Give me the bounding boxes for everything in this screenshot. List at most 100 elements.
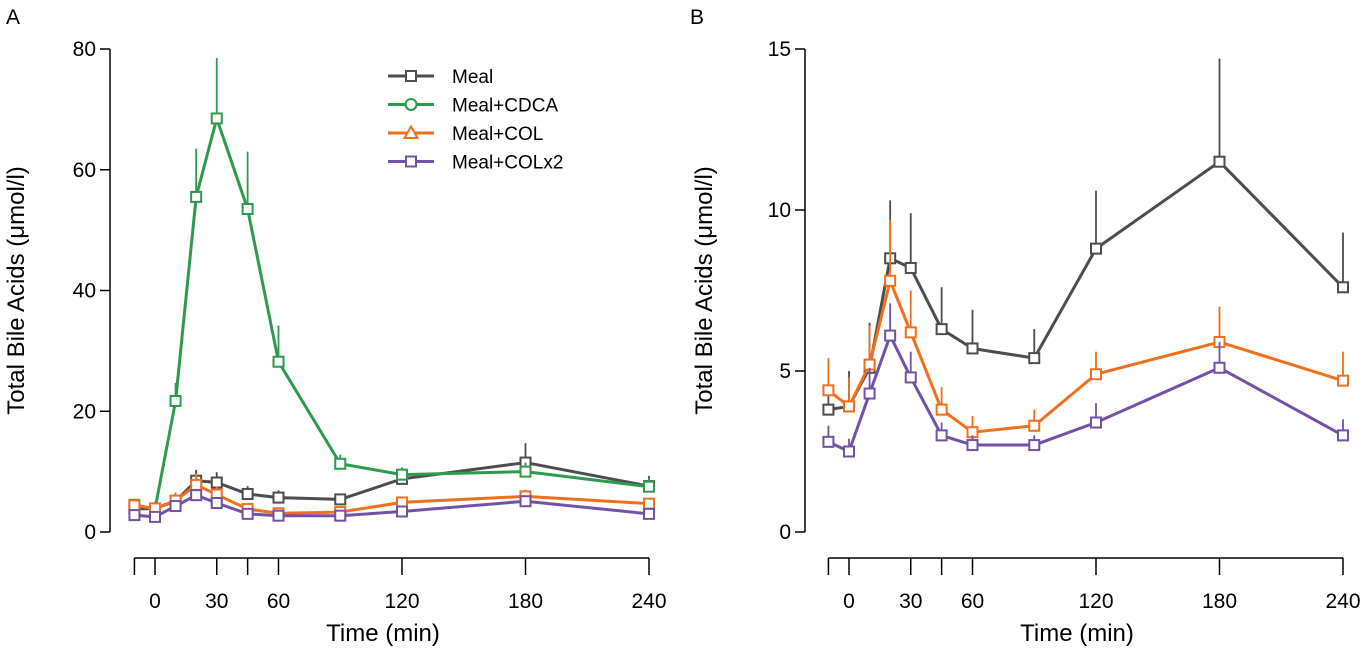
panel-b-y-tick-label: 5	[779, 360, 791, 383]
panel-a-meal-cdca-line	[134, 116, 650, 511]
legend-meal-label: Meal	[452, 67, 493, 88]
legend-meal-colx2-label: Meal+COLx2	[452, 153, 563, 174]
panel-b-meal-point	[935, 323, 948, 336]
panel-a-meal-colx2-point	[334, 509, 347, 522]
panel-a-meal-colx2-point	[396, 505, 408, 518]
panel-a-meal-cdca-point	[396, 468, 408, 481]
panel-b-x-tick-label: 120	[1078, 590, 1113, 613]
panel-b-x-tick-label: 30	[899, 590, 922, 613]
panel-a-y-tick-label: 80	[73, 38, 96, 61]
panel-a-y-tick-label: 20	[73, 400, 96, 423]
panel-a-meal-colx2-point	[519, 495, 532, 508]
panel-a-plot: 0 20 40 60 80 0 30 60 120 180 240 Time (min) Total B…	[3, 38, 667, 647]
panel-b-meal-col-point	[1090, 368, 1102, 381]
panel-a-meal-cdca-point	[210, 112, 223, 125]
panel-b-meal-point	[1028, 352, 1041, 365]
panel-label-a: A	[6, 6, 20, 29]
panel-a-series-meal-cdca	[128, 58, 655, 516]
panel-a-meal-point	[334, 493, 347, 506]
panel-a-meal-colx2-point	[643, 507, 655, 520]
panel-a-x-tick-label: 180	[508, 590, 543, 613]
panel-a-y-tick-label: 40	[73, 280, 96, 303]
panel-a-meal-cdca-point	[334, 457, 347, 470]
panel-b-series-meal-colx2	[822, 303, 1349, 458]
panel-a-meal-cdca-point	[169, 394, 182, 407]
panel-a-meal-cdca-point	[272, 355, 285, 368]
panel-a-meal-cdca-point	[519, 465, 532, 478]
panel-b-meal-col-point	[1337, 374, 1349, 387]
panel-b-series-meal-col	[822, 219, 1349, 439]
panel-a-meal-cdca-point	[190, 190, 203, 203]
panel-b-meal-colx2-point	[863, 387, 876, 400]
panel-a-y-tick-label: 0	[84, 521, 96, 544]
panel-b-y-axis-title: Total Bile Acids (μmol/l)	[691, 166, 718, 415]
panel-b-x-tick-label: 180	[1202, 590, 1237, 613]
legend-meal-cdca-marker	[404, 98, 418, 111]
panel-b-meal-col-point	[822, 384, 835, 397]
panel-b-meal-col-point	[884, 274, 897, 287]
panel-a-meal-colx2-point	[169, 500, 182, 513]
panel-a-x-tick-label: 30	[205, 590, 228, 613]
panel-b-meal-colx2-point	[1213, 361, 1226, 374]
panel-b-meal-point	[1213, 155, 1226, 168]
legend-meal-col-label: Meal+COL	[452, 124, 543, 145]
panel-b-meal-col-point	[904, 326, 917, 339]
panel-a-meal-col-point	[643, 497, 655, 510]
panel-a-x-tick-label: 0	[149, 590, 161, 613]
panel-a-meal-cdca-point	[643, 480, 655, 493]
panel-b-meal-colx2-point	[1028, 439, 1041, 452]
panel-b-y-tick-label: 15	[768, 38, 791, 61]
panel-a-meal-col-point	[128, 499, 141, 512]
panel-a-meal-colx2-point	[210, 497, 223, 510]
panel-b-x-tick-label: 60	[961, 590, 984, 613]
panel-b-meal-point	[822, 403, 835, 416]
panel-a-series-meal-colx2	[128, 489, 655, 523]
panel-b-meal-point	[1090, 242, 1102, 255]
panel-a-meal-colx2-point	[272, 509, 285, 522]
panel-a-x-tick-label: 60	[267, 590, 290, 613]
legend-meal-marker	[405, 70, 417, 82]
panel-b-meal-point	[966, 342, 979, 355]
panel-a-y-axis-title: Total Bile Acids (μmol/l)	[3, 166, 30, 415]
legend-meal-colx2-marker	[405, 155, 417, 168]
panel-b-meal-colx2-point	[843, 445, 855, 458]
panel-b-meal-col-line	[827, 279, 1344, 434]
panel-a-meal-colx2-point	[190, 489, 203, 502]
panel-b-y-tick-label: 10	[768, 199, 791, 222]
panel-a-meal-point	[272, 491, 285, 504]
panel-a-legend: Meal Meal+CDCA Meal+COL Meal+COLx2	[388, 67, 563, 174]
panel-b-x-axis-title: Time (min)	[1020, 620, 1134, 647]
panel-a-x-axis-title: Time (min)	[326, 620, 440, 647]
panel-b-meal-colx2-point	[904, 371, 917, 384]
panel-b-x-tick-label: 240	[1325, 590, 1360, 613]
panel-a-meal-point	[241, 487, 254, 500]
panel-b-meal-colx2-point	[1337, 429, 1349, 442]
legend-meal-cdca-label: Meal+CDCA	[452, 96, 558, 117]
legend-meal-col-marker	[402, 124, 420, 139]
panel-b-x-tick-label: 0	[843, 590, 855, 613]
panel-label-b: B	[690, 6, 704, 29]
panel-b-meal-col-point	[1028, 419, 1041, 432]
panel-b-meal-col-point	[935, 403, 948, 416]
panel-a-meal-point	[210, 476, 223, 489]
panel-b-meal-colx2-point	[935, 429, 948, 442]
panel-b-plot: 0 5 10 15 0 30 60 120 180 240 Time (min) Total Bile…	[691, 38, 1361, 647]
panel-b-y-tick-label: 0	[779, 521, 791, 544]
panel-b-meal-colx2-point	[884, 329, 897, 342]
panel-b-meal-col-point	[843, 400, 855, 413]
panel-b-meal-colx2-point	[1090, 416, 1102, 429]
panel-a-y-tick-label: 60	[73, 159, 96, 182]
panel-b-meal-colx2-point	[966, 439, 979, 452]
panel-b-meal-colx2-line	[827, 334, 1344, 453]
panel-a-x-tick-label: 120	[384, 590, 419, 613]
panel-a-x-tick-label: 240	[631, 590, 666, 613]
panel-b-meal-point	[904, 261, 917, 274]
panel-a-meal-colx2-point	[128, 509, 141, 522]
panel-a-meal-col-point	[190, 478, 203, 491]
panel-a-meal-colx2-point	[241, 507, 254, 520]
panel-b-meal-point	[1337, 281, 1349, 294]
panel-a-meal-cdca-point	[241, 202, 254, 215]
panel-a-meal-colx2-point	[149, 510, 161, 523]
